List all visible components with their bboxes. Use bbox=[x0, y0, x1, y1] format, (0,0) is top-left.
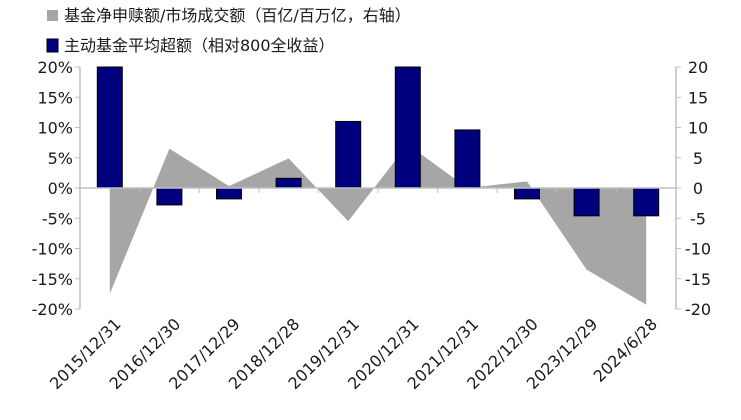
y-left-tick-label: -10% bbox=[32, 240, 73, 259]
bar bbox=[394, 66, 421, 189]
bar bbox=[275, 177, 302, 189]
bar bbox=[633, 187, 660, 217]
legend-swatch-bar bbox=[46, 38, 59, 53]
y-right-tick-label: 10 bbox=[688, 119, 708, 138]
bar bbox=[573, 187, 600, 217]
y-left-tick-label: 5% bbox=[48, 149, 73, 168]
y-right-tick-label: -5 bbox=[690, 209, 706, 228]
y-right-tick-label: 15 bbox=[688, 88, 708, 107]
y-left-tick-label: 0% bbox=[48, 179, 73, 198]
y-right-tick-label: -10 bbox=[685, 240, 711, 259]
bar bbox=[454, 129, 481, 189]
bar bbox=[96, 66, 123, 189]
area-series bbox=[109, 144, 647, 305]
y-left-tick-label: -5% bbox=[42, 209, 73, 228]
bar bbox=[514, 187, 540, 200]
y-left-tick-label: 20% bbox=[37, 58, 73, 77]
bar-series-group bbox=[96, 66, 660, 217]
legend: 基金净申赎额/市场成交额（百亿/百万亿，右轴） 主动基金平均超额（相对800全收… bbox=[46, 6, 411, 55]
bar bbox=[156, 187, 183, 206]
y-right-tick-label: 0 bbox=[693, 179, 703, 198]
y-right-tick-label: -20 bbox=[685, 300, 711, 319]
y-left-tick-label: -15% bbox=[32, 270, 73, 289]
area-series-group bbox=[109, 144, 647, 305]
legend-label-bar: 主动基金平均超额（相对800全收益） bbox=[64, 36, 335, 55]
bar bbox=[216, 187, 242, 200]
x-tick-label: 2024/6/28 bbox=[590, 314, 661, 385]
y-left-tick-label: -20% bbox=[32, 300, 73, 319]
y-left-tick-label: 15% bbox=[37, 88, 73, 107]
legend-swatch-area bbox=[47, 10, 58, 21]
y-right-tick-label: 20 bbox=[688, 58, 708, 77]
y-left-tick-label: 10% bbox=[37, 119, 73, 138]
y-right-tick-label: -15 bbox=[685, 270, 711, 289]
bar bbox=[335, 120, 362, 189]
legend-label-area: 基金净申赎额/市场成交额（百亿/百万亿，右轴） bbox=[64, 6, 411, 25]
y-right-tick-label: 5 bbox=[693, 149, 703, 168]
